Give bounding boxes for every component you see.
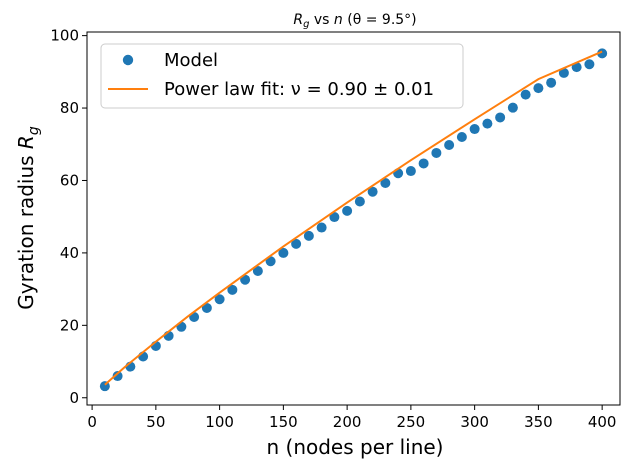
x-tick-label: 50 (146, 413, 165, 431)
y-tick-label: 0 (69, 389, 79, 407)
y-tick-label: 60 (60, 171, 79, 189)
legend: Model Power law fit: ν = 0.90 ± 0.01 (100, 43, 464, 109)
x-axis: 0 50 100 150 200 250 300 350 400 (87, 405, 616, 431)
model-point (201, 302, 212, 313)
model-point (291, 238, 302, 249)
model-point (405, 166, 416, 177)
model-point (303, 230, 314, 241)
model-point (354, 196, 365, 207)
model-point (507, 102, 518, 113)
model-point (444, 139, 455, 150)
x-tick-label: 0 (87, 413, 97, 431)
model-point (227, 284, 238, 295)
model-point (278, 247, 289, 258)
x-tick-label: 150 (269, 413, 298, 431)
legend-marker-model (122, 54, 134, 66)
y-axis-label: Gyration radius Rg (14, 126, 42, 310)
y-tick-label: 20 (60, 316, 79, 334)
model-point (380, 178, 391, 189)
legend-label-fit: Power law fit: ν = 0.90 ± 0.01 (164, 79, 434, 100)
model-point (418, 158, 429, 169)
model-point (329, 212, 340, 223)
legend-box (100, 43, 464, 109)
model-point (469, 124, 480, 135)
model-point (597, 48, 608, 59)
model-point (456, 132, 467, 143)
model-point (546, 77, 557, 88)
x-tick-label: 300 (460, 413, 489, 431)
model-point (558, 67, 569, 78)
model-point (584, 59, 595, 70)
x-tick-label: 400 (588, 413, 617, 431)
model-point (112, 371, 123, 382)
model-point (316, 222, 327, 233)
y-tick-label: 40 (60, 244, 79, 262)
model-point (214, 294, 225, 305)
model-point (482, 118, 493, 129)
model-point (431, 147, 442, 158)
model-point (495, 112, 506, 123)
x-tick-label: 350 (524, 413, 553, 431)
model-point (520, 89, 531, 100)
x-tick-label: 250 (397, 413, 426, 431)
series-layer (99, 48, 608, 392)
x-tick-label: 100 (205, 413, 234, 431)
x-tick-label: 200 (333, 413, 362, 431)
fit-line (104, 50, 603, 386)
y-tick-label: 80 (60, 99, 79, 117)
model-point (265, 256, 276, 267)
chart-title: Rg vs n (θ = 9.5°) (293, 12, 416, 30)
legend-label-model: Model (164, 50, 218, 71)
model-point (252, 266, 263, 277)
model-point (342, 205, 353, 216)
model-point (367, 186, 378, 197)
x-axis-label: n (nodes per line) (266, 435, 443, 459)
y-tick-label: 100 (50, 27, 79, 45)
model-point (533, 83, 544, 94)
y-axis: 0 20 40 60 80 100 (50, 27, 87, 407)
